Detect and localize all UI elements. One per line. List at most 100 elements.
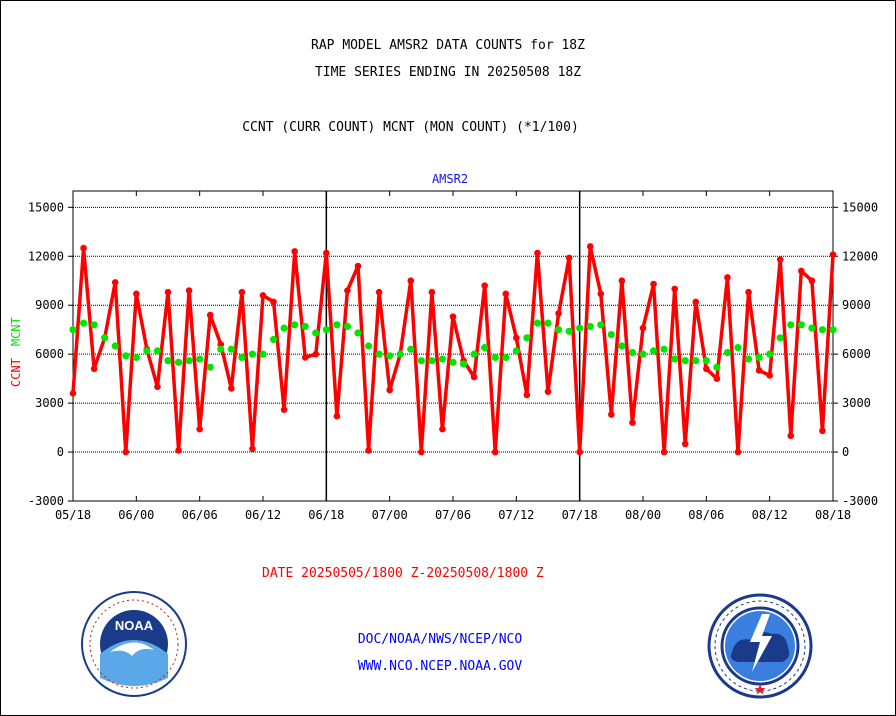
ccnt-point [502, 290, 510, 298]
ccnt-point [386, 386, 393, 394]
mcnt-point [396, 350, 404, 358]
x-tick-label: 07/06 [435, 508, 471, 522]
ccnt-point [449, 313, 457, 320]
mcnt-point [797, 321, 805, 329]
ccnt-point [481, 282, 488, 289]
y-tick-label-right: 15000 [842, 200, 878, 214]
mcnt-point [101, 334, 109, 342]
mcnt-point [438, 355, 447, 363]
ccnt-line [71, 244, 835, 454]
ccnt-point [660, 448, 668, 456]
ccnt-point [428, 288, 436, 296]
mcnt-point [618, 342, 626, 350]
mcnt-point [375, 350, 383, 358]
ccnt-point [280, 406, 288, 413]
ccnt-point [681, 440, 689, 448]
x-tick-label: 06/00 [118, 508, 154, 522]
mcnt-point [565, 327, 573, 335]
ccnt-point [650, 280, 657, 288]
ccnt-point [576, 448, 583, 456]
x-tick-label: 08/12 [752, 508, 788, 522]
chart-subtitle: CCNT (CURR COUNT) MCNT (MON COUNT) (*1/1… [242, 120, 579, 135]
ccnt-point [491, 448, 499, 456]
mcnt-point [734, 344, 742, 352]
mcnt-point [354, 329, 362, 337]
axis-layer [68, 190, 838, 502]
y-axis-label: CCNT MCNT [9, 317, 23, 387]
mcnt-point [111, 342, 119, 350]
ccnt-point [301, 354, 309, 361]
mcnt-point [333, 321, 341, 329]
mcnt-point [713, 363, 721, 371]
mcnt-point [428, 357, 436, 365]
ccnt-point [513, 334, 520, 342]
x-tick-label: 06/18 [308, 508, 344, 522]
y-tick-label-left: 9000 [35, 298, 64, 312]
ccnt-point [586, 243, 594, 250]
mcnt-point [459, 360, 468, 368]
ccnt-point [734, 448, 742, 456]
mcnt-point [196, 355, 204, 363]
date-range: DATE 20250505/1800 Z-20250508/1800 Z [262, 566, 544, 581]
mcnt-point [386, 352, 394, 360]
ccnt-point [217, 341, 225, 348]
mcnt-point [787, 321, 795, 329]
ccnt-point [819, 427, 826, 435]
mcnt-point [407, 345, 415, 353]
mcnt-point [364, 342, 373, 350]
mcnt-point [628, 348, 637, 357]
mcnt-point [449, 358, 457, 366]
ccnt-point [534, 249, 541, 257]
ccnt-point [259, 292, 267, 299]
ccnt-point [555, 310, 562, 317]
mcnt-point [301, 322, 309, 331]
mcnt-point [153, 347, 162, 355]
mcnt-point [491, 353, 499, 362]
ccnt-point [703, 365, 710, 373]
ccnt-point [365, 447, 372, 454]
mcnt-point [660, 345, 668, 353]
mcnt-point [343, 322, 352, 331]
ccnt-point [249, 445, 256, 453]
ccnt-point [185, 287, 193, 294]
ccnt-point [164, 288, 172, 296]
ccnt-point [418, 448, 425, 456]
x-tick-label: 06/06 [182, 508, 218, 522]
mcnt-point [322, 326, 330, 334]
ccnt-point [776, 256, 784, 263]
plot-label: AMSR2 [431, 172, 469, 186]
national-weather-service-logo [707, 593, 813, 699]
mcnt-point [280, 324, 288, 332]
ccnt-point [111, 279, 119, 286]
ccnt-point [312, 350, 320, 358]
ccnt-point [196, 425, 203, 433]
y-tick-label-right: 12000 [842, 249, 878, 263]
y-axis-label-mcnt: MCNT [9, 317, 23, 346]
ccnt-point [808, 277, 816, 285]
x-tick-label: 07/18 [562, 508, 598, 522]
mcnt-point [122, 352, 130, 360]
ccnt-point [133, 290, 140, 298]
ccnt-point [692, 298, 700, 306]
y-tick-label-left: -3000 [28, 494, 64, 508]
mcnt-point [164, 357, 172, 365]
label-layer: -3000 -3000 0 0 3000 3000 6000 6000 9000 9000 1200… [9, 200, 878, 522]
y-tick-label-left: 3000 [35, 396, 64, 410]
y-axis-label-ccnt: CCNT [9, 358, 23, 387]
mcnt-point [206, 363, 214, 371]
mcnt-point [90, 321, 98, 329]
ccnt-point [354, 262, 362, 270]
mcnt-point [681, 357, 689, 365]
ccnt-point [470, 373, 478, 381]
ccnt-point [344, 287, 351, 294]
mcnt-point [238, 353, 246, 362]
ccnt-point [745, 288, 752, 296]
mcnt-point [291, 321, 299, 329]
ccnt-point [228, 385, 235, 392]
mcnt-point [502, 353, 510, 362]
x-tick-label: 08/18 [815, 508, 851, 522]
mcnt-point [512, 347, 520, 355]
footer-url: WWW.NCO.NCEP.NOAA.GOV [357, 659, 523, 674]
mcnt-point [597, 321, 605, 329]
